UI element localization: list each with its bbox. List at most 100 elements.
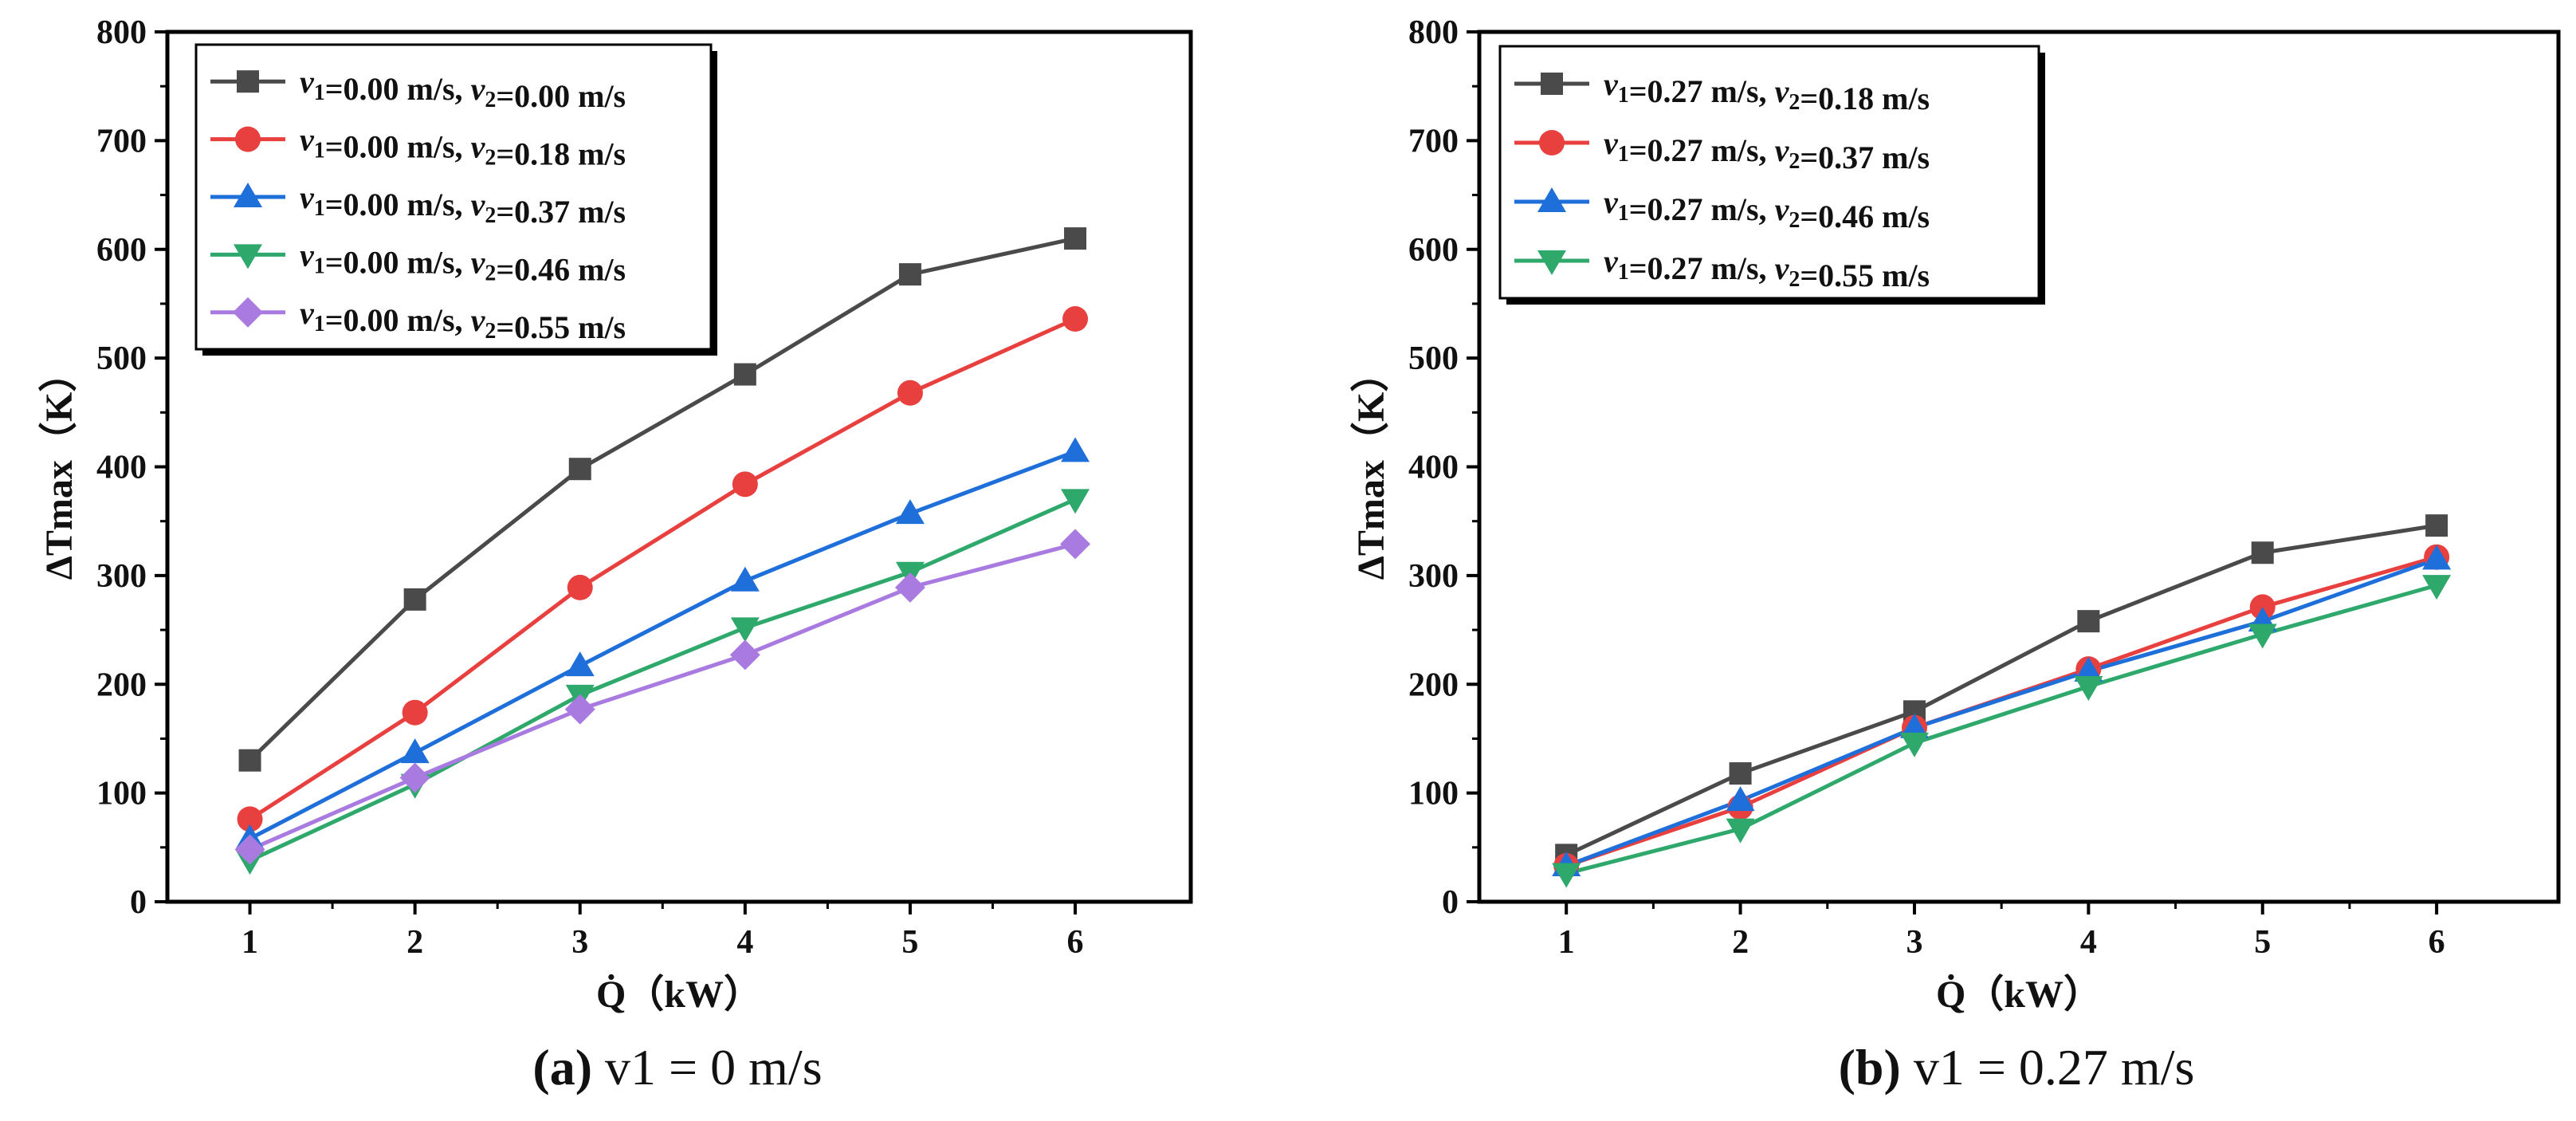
x-tick-label: 3 bbox=[1906, 924, 1922, 961]
x-tick-label: 5 bbox=[2254, 924, 2271, 961]
y-tick-label: 600 bbox=[1408, 232, 1459, 269]
data-point-s5-x5 bbox=[894, 572, 925, 603]
x-tick-label: 2 bbox=[406, 924, 423, 961]
data-point-s2-x1 bbox=[237, 806, 263, 832]
data-point-s2-x5 bbox=[897, 380, 923, 406]
data-point-s2-x3 bbox=[567, 574, 593, 600]
y-tick-label: 0 bbox=[130, 884, 147, 921]
legend-marker-1 bbox=[1541, 73, 1563, 95]
x-tick-label: 1 bbox=[242, 924, 258, 961]
legend-marker-1 bbox=[237, 70, 259, 93]
data-point-s3-x3 bbox=[565, 651, 595, 677]
data-point-s5-x6 bbox=[1060, 529, 1091, 560]
legend-marker-2 bbox=[235, 126, 261, 152]
y-tick-label: 0 bbox=[1442, 884, 1459, 921]
series-line-4 bbox=[1565, 583, 2437, 875]
legend-label-2: v1=0.27 m/s, v2=0.37 m/s bbox=[1604, 125, 1930, 175]
data-point-s1-x2 bbox=[403, 588, 426, 611]
data-point-s3-x2 bbox=[1726, 786, 1755, 812]
legend-label-1: v1=0.00 m/s, v2=0.00 m/s bbox=[300, 64, 626, 114]
series-line-2 bbox=[249, 317, 1077, 821]
caption-text: v1 = 0 m/s bbox=[592, 1039, 823, 1095]
data-point-s3-x2 bbox=[400, 738, 430, 764]
series-line-2 bbox=[1565, 555, 2437, 868]
data-point-s3-x3 bbox=[1899, 713, 1929, 738]
panel-caption: (b) v1 = 0.27 m/s bbox=[1839, 1039, 2195, 1095]
data-point-s4-x6 bbox=[1061, 489, 1090, 514]
panel-caption: (a) v1 = 0 m/s bbox=[532, 1039, 822, 1095]
legend-label-4: v1=0.27 m/s, v2=0.55 m/s bbox=[1604, 243, 1930, 293]
y-axis-title: ΔTmax（K） bbox=[1350, 354, 1392, 580]
data-point-s3-x6 bbox=[1061, 437, 1090, 462]
data-point-s1-x6 bbox=[1064, 227, 1087, 250]
x-axis-title: Q̇（kW） bbox=[1936, 973, 2102, 1016]
data-point-s3-x4 bbox=[2074, 656, 2103, 682]
y-tick-label: 200 bbox=[1408, 667, 1459, 703]
data-point-s3-x5 bbox=[895, 499, 925, 525]
data-point-s3-x6 bbox=[2422, 545, 2452, 570]
caption-text: v1 = 0.27 m/s bbox=[1901, 1039, 2195, 1095]
data-point-s1-x5 bbox=[2251, 541, 2274, 564]
data-point-s1-x4 bbox=[733, 363, 756, 386]
y-tick-label: 200 bbox=[96, 667, 147, 703]
data-point-s1-x1 bbox=[238, 749, 261, 772]
legend-marker-3 bbox=[234, 183, 262, 207]
x-tick-label: 4 bbox=[2080, 924, 2097, 961]
series-line-4 bbox=[249, 498, 1077, 863]
chart-panel-a: 0 100 200 300 400 500 600 700 800 1 2 3 4 5 6 Q̇（kW） ΔTm… bbox=[38, 14, 1193, 1095]
data-point-s5-x4 bbox=[729, 639, 760, 671]
legend-label-3: v1=0.27 m/s, v2=0.46 m/s bbox=[1604, 184, 1930, 234]
data-point-s2-x2 bbox=[402, 699, 428, 726]
legend-label-4: v1=0.00 m/s, v2=0.46 m/s bbox=[300, 237, 626, 287]
data-point-s3-x4 bbox=[730, 566, 760, 592]
legend-marker-3 bbox=[1537, 187, 1566, 212]
x-tick-label: 4 bbox=[736, 924, 753, 961]
data-point-s4-x4 bbox=[2074, 675, 2103, 701]
y-tick-label: 700 bbox=[96, 123, 147, 159]
y-tick-label: 800 bbox=[96, 14, 147, 51]
y-tick-label: 700 bbox=[1408, 123, 1459, 159]
legend-label-2: v1=0.00 m/s, v2=0.18 m/s bbox=[300, 122, 626, 172]
y-tick-label: 300 bbox=[96, 558, 147, 595]
legend-box bbox=[1498, 45, 2040, 300]
x-tick-label: 1 bbox=[1558, 924, 1575, 961]
y-tick-label: 600 bbox=[96, 232, 147, 269]
chart-panel-b: 0 100 200 300 400 500 600 700 800 1 2 3 4 5 6 Q̇（kW） ΔTm… bbox=[1350, 14, 2561, 1095]
legend-label-1: v1=0.27 m/s, v2=0.18 m/s bbox=[1604, 66, 1930, 116]
data-point-s1-x5 bbox=[898, 263, 921, 286]
y-axis-title: ΔTmax（K） bbox=[38, 354, 80, 580]
y-tick-label: 400 bbox=[96, 450, 147, 486]
data-point-s4-x5 bbox=[2248, 623, 2277, 649]
x-tick-label: 3 bbox=[571, 924, 588, 961]
x-tick-label: 5 bbox=[901, 924, 918, 961]
data-point-s5-x3 bbox=[564, 694, 595, 725]
y-tick-label: 800 bbox=[1408, 14, 1459, 51]
caption-tag: (b) bbox=[1839, 1039, 1901, 1095]
legend-marker-2 bbox=[1539, 130, 1565, 155]
y-tick-label: 100 bbox=[96, 776, 147, 812]
data-point-s4-x4 bbox=[730, 617, 760, 643]
data-point-s5-x1 bbox=[234, 834, 265, 865]
y-tick-label: 500 bbox=[1408, 340, 1459, 377]
data-point-s4-x1 bbox=[1552, 863, 1581, 888]
data-point-s4-x3 bbox=[1899, 732, 1929, 757]
series-line-5 bbox=[249, 541, 1076, 852]
data-point-s1-x2 bbox=[1729, 762, 1752, 785]
series-line-1 bbox=[1565, 523, 2437, 857]
y-tick-label: 400 bbox=[1408, 450, 1459, 486]
legend-label-5: v1=0.00 m/s, v2=0.55 m/s bbox=[300, 295, 626, 345]
data-point-s5-x2 bbox=[399, 762, 430, 793]
data-point-s1-x4 bbox=[2077, 610, 2100, 633]
x-tick-label: 6 bbox=[2429, 924, 2445, 961]
data-point-s2-x6 bbox=[1062, 306, 1089, 332]
data-point-s1-x3 bbox=[568, 458, 591, 481]
y-tick-label: 100 bbox=[1408, 776, 1459, 812]
legend-marker-4 bbox=[234, 244, 262, 269]
data-point-s1-x6 bbox=[2425, 514, 2448, 537]
data-point-s4-x2 bbox=[1726, 818, 1755, 844]
data-point-s2-x4 bbox=[732, 471, 758, 498]
x-axis-title: Q̇（kW） bbox=[596, 973, 762, 1016]
series-line-3 bbox=[1565, 557, 2437, 868]
data-point-s4-x6 bbox=[2422, 575, 2452, 600]
